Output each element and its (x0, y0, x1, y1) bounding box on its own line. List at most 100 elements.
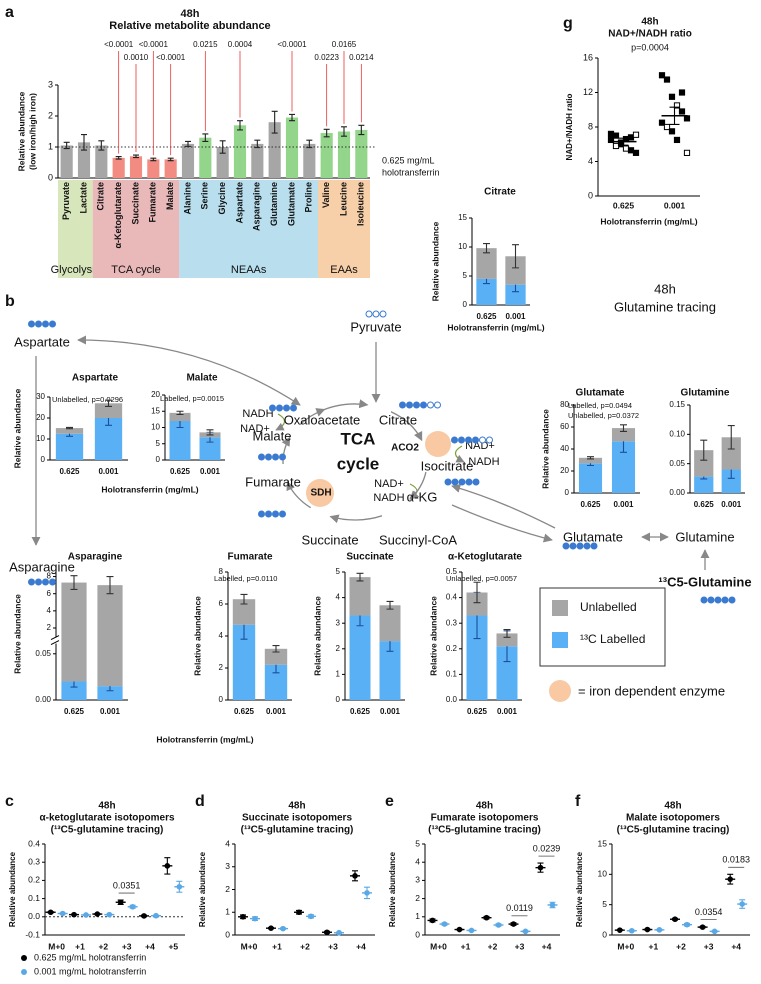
x-tick-label: Aspartate (234, 182, 244, 224)
y-tick-label: 0.3 (446, 618, 458, 627)
y-axis-label: Relative abundance (540, 409, 550, 489)
mean-dot (537, 864, 544, 871)
carbon-icon (399, 401, 406, 409)
mean-dot (336, 929, 342, 936)
bar (355, 129, 368, 178)
chart-title: 48h (98, 801, 115, 812)
bar-segment (97, 686, 123, 700)
tracer: ¹³C5-Glutamine (658, 574, 751, 589)
y-tick-label: 1 (336, 670, 341, 679)
cycle-arrow (281, 436, 291, 465)
x-tick-label: 0.001 (100, 707, 121, 716)
bar-segment (232, 624, 256, 700)
p-value: 0.0239 (533, 843, 561, 853)
bar (60, 145, 73, 178)
iron-enzyme (306, 479, 334, 507)
x-tick-label: M+0 (241, 941, 258, 951)
y-tick-label: 6 (219, 599, 224, 608)
carbon-icon (265, 510, 272, 518)
y-tick-label: 1 (48, 141, 53, 151)
y-tick-label: 2 (336, 644, 341, 653)
error-bar (618, 137, 629, 146)
y-axis-label: Relative abundance (575, 851, 584, 927)
group-label: TCA cycle (111, 264, 161, 276)
cycle-label: cycle (337, 454, 380, 473)
x-tick-label: +4 (145, 941, 155, 951)
y-axis-label: (low iron/high iron) (27, 93, 37, 170)
x-tick-label: Asparagine (252, 182, 262, 231)
bar-segment (505, 284, 526, 305)
mean-dot (47, 909, 54, 916)
mean-dot (117, 899, 124, 906)
reference-label: holotransferrin (382, 167, 440, 177)
mean-dot (699, 924, 706, 930)
mean-dot (94, 911, 101, 917)
group-label: NEAAs (231, 264, 267, 276)
carbon-icon (372, 310, 380, 318)
mean-dot (71, 911, 77, 918)
legend-swatch (552, 632, 568, 648)
y-tick-label: 5 (463, 271, 468, 280)
point (607, 136, 615, 144)
diagram-subtitle: Glutamine tracing (614, 299, 716, 314)
y-axis-label: Relative abundance (428, 596, 438, 676)
chart-title: Aspartate (72, 373, 119, 384)
error-bar (503, 629, 511, 638)
bar-segment (721, 437, 741, 470)
y-tick-label: 0 (336, 695, 341, 704)
y-tick-label: 5 (156, 439, 161, 448)
mean-dot (308, 913, 314, 920)
chart-title: (¹³C5-glutamine tracing) (241, 825, 354, 836)
group-band (58, 180, 93, 278)
chart-title: Glutamine (681, 388, 730, 399)
y-tick-label: 0.2 (28, 875, 40, 885)
carbon-icon (290, 404, 297, 412)
group-label: EAAs (330, 264, 358, 276)
chart-title: Asparagine (68, 552, 123, 563)
bar-segment (61, 582, 87, 682)
carbon-icon (472, 436, 479, 444)
cycle-arrow (329, 514, 383, 524)
chart-subtitle: Relative metabolite abundance (109, 20, 270, 32)
chart-title: Glutamate (576, 388, 625, 399)
carbon-icon (42, 578, 49, 586)
bar (268, 122, 281, 178)
carbon-icon (279, 510, 286, 518)
cycle-arrow (286, 481, 312, 509)
x-tick-label: Pyruvate (61, 182, 71, 220)
x-tick-label: +1 (272, 941, 282, 951)
error-bar (587, 456, 594, 460)
x-tick-label: Leucine (338, 182, 348, 216)
mean-dot (549, 902, 556, 908)
carbon-icon (28, 578, 35, 586)
mean-dot (153, 912, 159, 919)
bar-segment (199, 437, 221, 460)
point (668, 128, 676, 135)
carbon-icon (451, 436, 458, 444)
y-tick-label: 15 (458, 213, 467, 222)
y-tick-label: 0.2 (446, 644, 458, 653)
x-tick-label: Serine (200, 182, 210, 210)
panel-label: c (5, 793, 14, 810)
x-tick-label: 0.001 (497, 707, 518, 716)
error-bar (700, 439, 708, 461)
carbon-icon (590, 542, 598, 550)
carbon-icon (42, 320, 49, 328)
y-tick-label: 16 (583, 52, 593, 62)
y-tick-label: 5 (602, 899, 607, 909)
legend-label: 0.001 mg/mL holotransferrin (34, 966, 146, 976)
metabolite: Isocitrate (421, 458, 474, 473)
metabolite: Citrate (379, 412, 417, 427)
error-bar (240, 593, 248, 605)
y-tick-label: 0.05 (35, 649, 51, 658)
x-tick-label: M+0 (430, 941, 447, 951)
cycle-arrow (409, 471, 427, 500)
pathway-arrows (31, 335, 710, 570)
x-tick-label: +5 (168, 941, 178, 951)
point (627, 134, 635, 141)
point (683, 149, 691, 156)
legend-label: ¹³C Labelled (580, 632, 645, 646)
error-bar (386, 600, 394, 610)
carbon-icon (721, 596, 729, 604)
y-axis-label: NAD+/NADH ratio (565, 93, 574, 160)
